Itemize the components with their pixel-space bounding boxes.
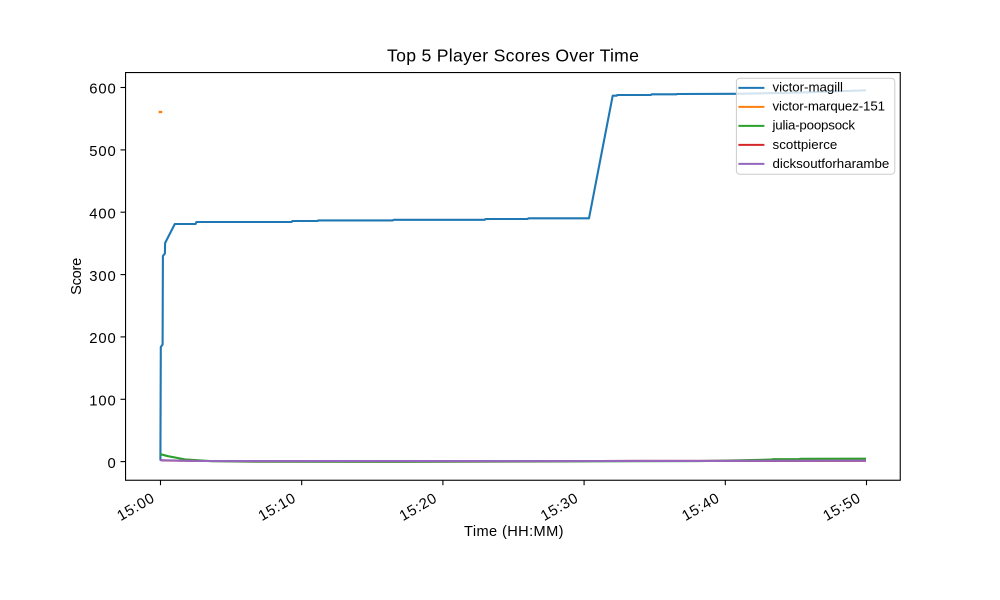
svg-text:scottpierce: scottpierce xyxy=(773,137,838,152)
svg-text:julia-poopsock: julia-poopsock xyxy=(772,118,856,133)
svg-text:dicksoutforharambe: dicksoutforharambe xyxy=(773,156,890,171)
svg-text:victor-marquez-151: victor-marquez-151 xyxy=(773,99,886,114)
svg-text:Top 5 Player Scores Over Time: Top 5 Player Scores Over Time xyxy=(387,46,639,66)
svg-text:200: 200 xyxy=(89,331,116,347)
svg-text:victor-magill: victor-magill xyxy=(773,79,844,94)
svg-text:300: 300 xyxy=(89,269,116,285)
svg-text:Time (HH:MM): Time (HH:MM) xyxy=(464,524,564,540)
svg-text:400: 400 xyxy=(89,206,116,222)
svg-text:15:30: 15:30 xyxy=(538,491,581,525)
svg-text:15:50: 15:50 xyxy=(821,491,864,525)
svg-text:0: 0 xyxy=(107,456,115,472)
svg-text:15:40: 15:40 xyxy=(679,491,722,525)
svg-text:100: 100 xyxy=(89,394,116,410)
svg-text:15:10: 15:10 xyxy=(256,491,299,525)
svg-text:500: 500 xyxy=(89,144,116,160)
svg-text:600: 600 xyxy=(89,82,116,98)
svg-text:Score: Score xyxy=(69,258,85,295)
svg-text:15:00: 15:00 xyxy=(115,491,158,525)
svg-text:15:20: 15:20 xyxy=(397,491,440,525)
